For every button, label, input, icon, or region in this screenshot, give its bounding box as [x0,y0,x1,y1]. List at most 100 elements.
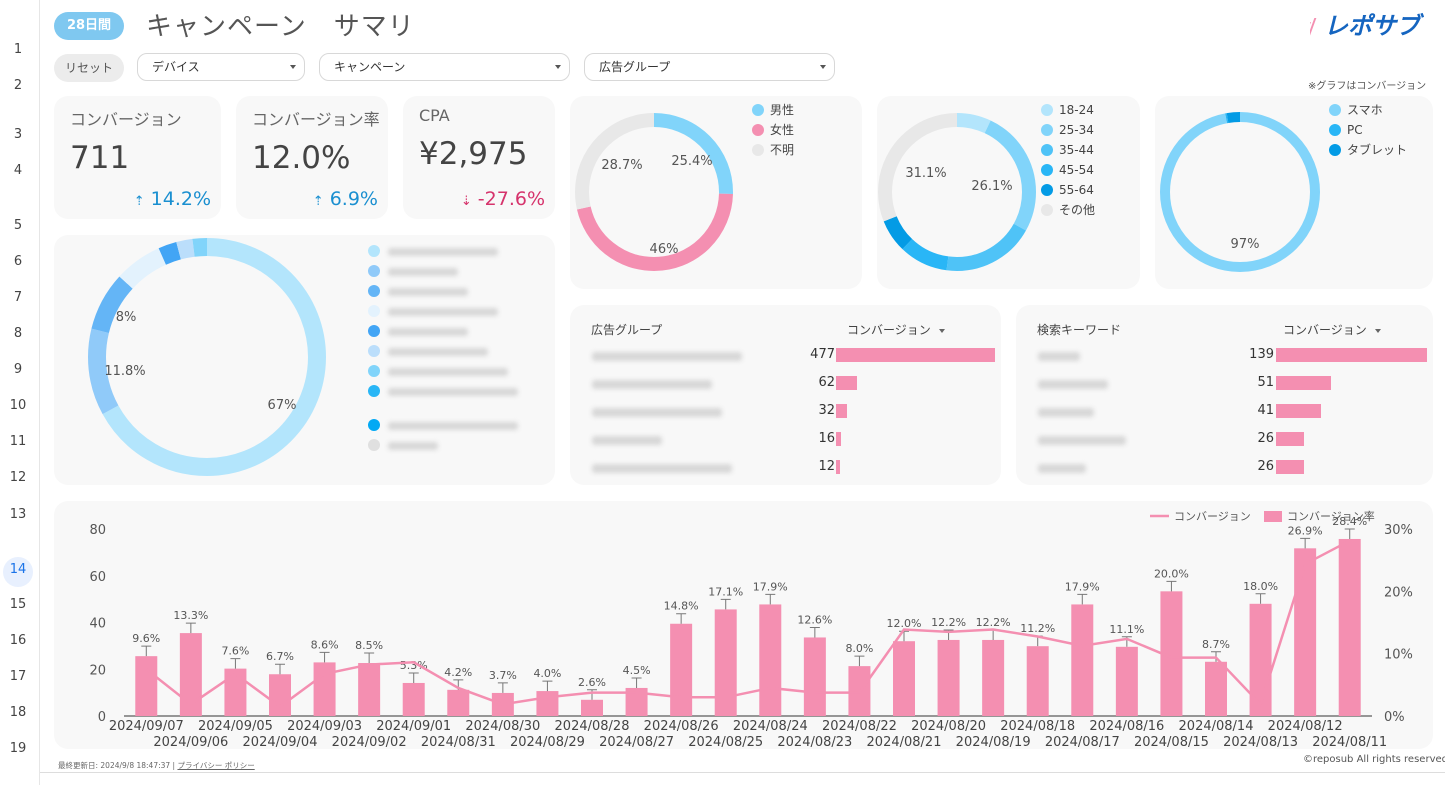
legend-item[interactable] [368,342,538,362]
row-number[interactable]: 2 [13,78,23,93]
keyword-metric-header[interactable]: コンバージョン [1283,321,1381,338]
rate-bar[interactable] [670,623,693,716]
rate-bar[interactable] [269,674,291,716]
table-row[interactable]: 16 [570,429,1001,451]
legend-item[interactable]: 女性 [752,120,794,140]
legend-label[interactable]: コンバージョン [1174,510,1251,523]
rate-bar[interactable] [402,682,425,716]
legend-item[interactable] [368,416,538,436]
row-number[interactable]: 12 [9,470,27,485]
legend-item[interactable]: スマホ [1329,100,1407,120]
rate-bar[interactable] [1338,538,1361,716]
rate-bar[interactable] [313,662,336,716]
privacy-policy-link[interactable]: プライバシー ポリシー [177,761,255,770]
rate-bar[interactable] [714,609,737,716]
table-row[interactable]: 62 [570,373,1001,395]
rate-bar[interactable] [1205,661,1227,716]
ad-group-filter[interactable]: 広告グループ [584,53,835,81]
donut-slice[interactable] [575,113,733,271]
legend-item[interactable] [368,282,538,302]
donut-slice[interactable] [878,113,1036,271]
donut-slice[interactable] [878,113,1036,271]
rate-bar[interactable] [358,663,381,716]
row-number[interactable]: 10 [9,398,27,413]
legend-item[interactable] [368,322,538,342]
legend-item[interactable] [368,436,538,456]
x-tick-label: 2024/08/30 [465,719,540,734]
kpi-label: CPA [419,106,450,125]
campaign-filter[interactable]: キャンペーン [319,53,570,81]
donut-slice[interactable] [575,113,733,271]
row-number[interactable]: 13 [9,507,27,522]
legend-item[interactable]: 45-54 [1041,160,1095,180]
rate-bar[interactable] [625,687,648,716]
row-number[interactable]: 3 [13,127,23,142]
row-number[interactable]: 19 [9,741,27,756]
rate-bar[interactable] [1071,604,1094,716]
table-row[interactable]: 139 [1016,345,1433,367]
donut-slice[interactable] [1160,112,1320,272]
legend-item[interactable] [368,362,538,382]
legend-item[interactable]: 18-24 [1041,100,1095,120]
legend-item[interactable] [368,262,538,282]
legend-item[interactable]: 55-64 [1041,180,1095,200]
row-number[interactable]: 8 [13,326,23,341]
legend-item[interactable] [368,302,538,322]
table-row[interactable]: 12 [570,457,1001,479]
legend-item[interactable]: 25-34 [1041,120,1095,140]
legend-item[interactable]: 35-44 [1041,140,1095,160]
rate-bar[interactable] [581,699,603,716]
reposub-logo: レポサブ [1310,12,1425,40]
rate-bar[interactable] [803,637,826,716]
row-number[interactable]: 14 [9,562,27,577]
rate-bar[interactable] [759,604,782,716]
conversion-line[interactable] [145,539,1351,709]
ad-group-metric-header[interactable]: コンバージョン [847,321,945,338]
table-row[interactable]: 32 [570,401,1001,423]
donut-slice[interactable] [878,113,1036,271]
legend-item[interactable]: 男性 [752,100,794,120]
row-number[interactable]: 6 [13,254,23,269]
rate-bar[interactable] [179,633,202,716]
row-number[interactable]: 4 [13,163,23,178]
legend-item[interactable] [368,242,538,262]
row-number[interactable]: 5 [13,218,23,233]
row-number[interactable]: 16 [9,633,27,648]
rate-bar[interactable] [982,639,1005,716]
donut-slice[interactable] [88,238,326,476]
row-number[interactable]: 18 [9,705,27,720]
ad-group-header: 広告グループ [591,323,663,337]
rate-bar[interactable] [1115,646,1138,716]
legend-item[interactable]: PC [1329,120,1407,140]
rate-bar[interactable] [536,691,559,716]
rate-bar[interactable] [135,656,158,716]
row-number[interactable]: 11 [9,434,27,449]
donut-slice[interactable] [88,238,326,476]
rate-bar[interactable] [224,668,247,716]
row-number[interactable]: 7 [13,290,23,305]
rate-bar[interactable] [937,639,960,716]
row-number[interactable]: 17 [9,669,27,684]
legend-item[interactable]: タブレット [1329,140,1407,160]
legend-item[interactable]: 不明 [752,140,794,160]
table-row[interactable]: 477 [570,345,1001,367]
legend-label[interactable]: コンバージョン率 [1287,509,1375,523]
row-number[interactable]: 1 [13,42,23,57]
rate-bar[interactable] [1026,646,1049,716]
period-badge[interactable]: 28日間 [54,12,124,40]
table-row[interactable]: 26 [1016,457,1433,479]
table-row[interactable]: 51 [1016,373,1433,395]
table-row[interactable]: 26 [1016,429,1433,451]
legend-item[interactable]: その他 [1041,200,1095,220]
rate-bar[interactable] [893,641,915,716]
rate-bar[interactable] [1294,548,1317,716]
reset-button[interactable]: リセット [54,54,124,82]
rate-bar[interactable] [1249,603,1272,716]
row-number[interactable]: 9 [13,362,23,377]
rate-bar[interactable] [1160,591,1183,716]
rate-bar[interactable] [447,689,470,716]
device-filter[interactable]: デバイス [137,53,305,81]
table-row[interactable]: 41 [1016,401,1433,423]
row-number[interactable]: 15 [9,597,27,612]
legend-item[interactable] [368,382,538,402]
